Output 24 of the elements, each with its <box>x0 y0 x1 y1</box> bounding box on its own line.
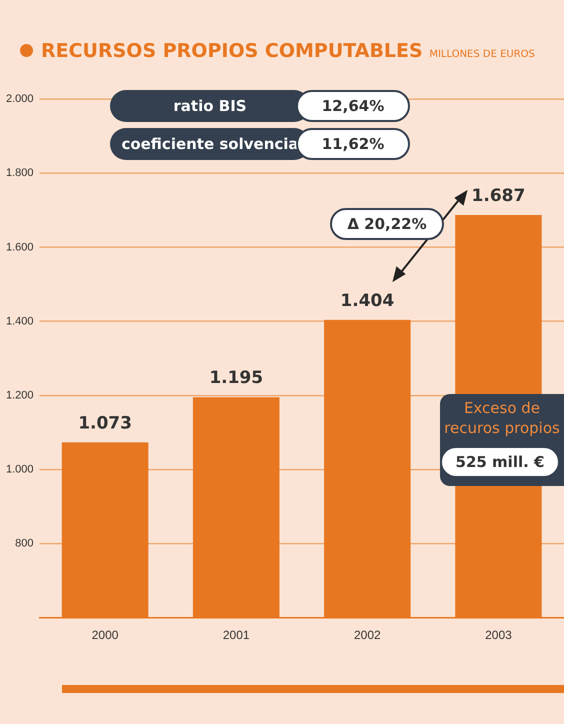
annotation: ratio BIS <box>110 90 310 122</box>
annotation: Exceso de recuros propios <box>443 398 561 438</box>
x-tick-label: 2001 <box>222 628 250 642</box>
data-label: 1.404 <box>340 290 394 311</box>
y-tick-label: 1.200 <box>6 389 34 402</box>
data-label: 1.687 <box>472 186 526 206</box>
x-tick-label: 2000 <box>92 628 119 642</box>
chart-title: RECURSOS PROPIOS COMPUTABLES <box>41 40 423 62</box>
annotation: 12,64% <box>296 90 410 122</box>
y-tick-label: 1.600 <box>6 241 34 254</box>
y-tick-label: 1.400 <box>6 315 34 328</box>
annotation: Δ 20,22% <box>330 208 444 240</box>
x-tick-label: 2003 <box>485 628 512 642</box>
y-tick-label: 2.000 <box>6 93 34 106</box>
y-tick-label: 800 <box>15 538 34 550</box>
y-tick-label: 1.000 <box>6 463 34 476</box>
y-tick-label: 1.800 <box>6 167 34 180</box>
data-label: 1.195 <box>209 368 264 388</box>
data-label: 1.073 <box>78 413 132 434</box>
annotation: 525 mill. € <box>440 446 560 478</box>
annotation: 11,62% <box>322 135 384 153</box>
chart-subtitle: MILLONES DE EUROS <box>429 49 535 60</box>
x-tick-label: 2002 <box>354 628 381 642</box>
annotation: coeficiente solvencia <box>110 128 310 160</box>
